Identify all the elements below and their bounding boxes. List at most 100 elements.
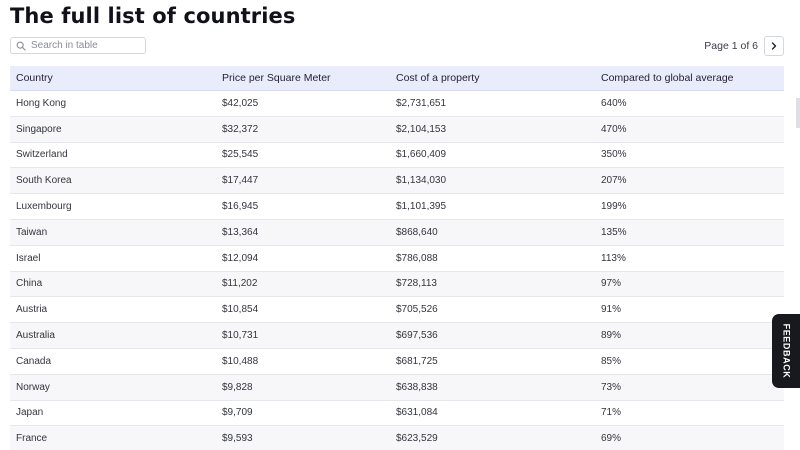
cell-country: Taiwan <box>10 227 222 238</box>
cell-price-text: $42,025 <box>222 97 259 109</box>
cell-compared: 113% <box>601 252 626 264</box>
column-header-cost[interactable]: Cost of a property <box>396 72 480 84</box>
table-row: France $9,593 $623,529 69% <box>10 426 784 450</box>
cell-country: Norway <box>16 381 50 393</box>
cell-cost: $681,725 <box>396 355 438 367</box>
cell-price: $16,945 <box>222 201 259 213</box>
cell-cost: $1,101,395 <box>396 201 447 213</box>
table-row: Austria $10,854 $705,526 91% <box>10 297 784 324</box>
cell-cost: $1,134,030 <box>396 175 447 187</box>
page-title: The full list of countries <box>10 4 296 28</box>
table-row: Switzerland $25,545 $1,660,409 350% <box>10 143 784 169</box>
cell-cost: $1,660,409 <box>396 149 447 161</box>
countries-table: Country Price per Square Meter Cost of a… <box>10 66 784 450</box>
table-row: Singapore $32,372 $2,104,153 470% <box>10 116 784 143</box>
cell-cost: $728,113 <box>396 278 437 290</box>
cell-cost: $697,536 <box>396 330 438 342</box>
cell-compared: 97% <box>601 278 622 290</box>
cell-compared: 73% <box>601 381 622 393</box>
page-indicator: Page 1 of 6 <box>704 40 758 52</box>
cell-country: Hong Kong <box>10 98 222 109</box>
cell-country-text: Taiwan <box>16 226 48 238</box>
cell-country: Australia <box>16 330 55 342</box>
cell-country: France <box>16 433 48 445</box>
cell-cost: $623,529 <box>396 433 438 445</box>
cell-country: South Korea <box>16 175 72 187</box>
cell-price-text: $13,364 <box>222 226 259 238</box>
cell-price: $10,488 <box>222 355 259 367</box>
cell-compared: 470% <box>601 123 627 135</box>
highlight-mark: $42,025 <box>219 98 261 109</box>
cell-price: $13,364 <box>222 227 396 238</box>
cell-compared: 91% <box>601 304 622 316</box>
cell-compared: 71% <box>601 407 622 419</box>
cell-country: Japan <box>16 407 44 419</box>
cell-compared-text: 640% <box>601 97 627 109</box>
table-row: Israel $12,094 $786,088 113% <box>10 246 784 272</box>
cell-price: $9,593 <box>222 433 253 445</box>
cell-compared: 89% <box>601 330 622 342</box>
cell-compared: 135% <box>601 227 784 238</box>
scrollbar[interactable] <box>796 98 800 128</box>
cell-compared-text: 135% <box>601 226 627 238</box>
highlight-mark: Taiwan <box>13 227 50 238</box>
table-row: South Korea $17,447 $1,134,030 207% <box>10 168 784 195</box>
cell-cost: $786,088 <box>396 252 438 264</box>
pagination: Page 1 of 6 <box>704 36 784 56</box>
chevron-right-icon <box>771 42 777 50</box>
table-row: Hong Kong $42,025 $2,731,651 640% <box>10 91 784 117</box>
table-row: Japan $9,709 $631,084 71% <box>10 401 784 427</box>
table-row: Norway $9,828 $638,838 73% <box>10 374 784 401</box>
highlight-mark: 135% <box>598 227 630 238</box>
cell-country: Switzerland <box>16 149 68 161</box>
cell-country-text: Hong Kong <box>16 97 67 109</box>
table-body: Hong Kong $42,025 $2,731,651 640% Singapore $… <box>10 91 784 450</box>
column-header-compared[interactable]: Compared to global average <box>601 72 734 84</box>
cell-price: $25,545 <box>222 149 259 161</box>
search-input[interactable] <box>31 40 141 51</box>
cell-cost: $868,640 <box>396 226 438 238</box>
cell-cost: $705,526 <box>396 304 438 316</box>
cell-cost: $631,084 <box>396 407 438 419</box>
cell-price: $10,731 <box>222 330 259 342</box>
cell-price: $42,025 <box>222 98 396 109</box>
cell-country: Israel <box>16 252 41 264</box>
cell-compared: 69% <box>601 433 622 445</box>
table-row: China $11,202 $728,113 97% <box>10 271 784 298</box>
feedback-label: FEEDBACK <box>781 323 791 379</box>
column-header-price[interactable]: Price per Square Meter <box>222 72 331 84</box>
cell-cost: $638,838 <box>396 381 438 393</box>
column-header-country[interactable]: Country <box>16 72 53 84</box>
feedback-button[interactable]: FEEDBACK <box>772 314 800 388</box>
table-row: Luxembourg $16,945 $1,101,395 199% <box>10 194 784 220</box>
cell-price: $12,094 <box>222 252 259 264</box>
cell-compared: 85% <box>601 355 622 367</box>
highlight-mark: 640% <box>598 98 630 109</box>
cell-country: Singapore <box>16 123 62 135</box>
cell-country: Austria <box>16 304 48 316</box>
cell-compared: 640% <box>601 98 784 109</box>
cell-compared: 199% <box>601 201 627 213</box>
cell-cost: $2,731,651 <box>396 97 447 109</box>
cell-price: $11,202 <box>222 278 258 290</box>
cell-price: $9,828 <box>222 381 253 393</box>
cell-country: Luxembourg <box>16 201 72 213</box>
table-row: Canada $10,488 $681,725 85% <box>10 349 784 375</box>
cell-country: Canada <box>16 355 52 367</box>
cell-compared: 350% <box>601 149 627 161</box>
next-page-button[interactable] <box>764 36 784 56</box>
highlight-mark: $13,364 <box>219 227 261 238</box>
cell-country: China <box>16 278 43 290</box>
search-icon <box>16 41 26 51</box>
table-header: Country Price per Square Meter Cost of a… <box>10 66 784 91</box>
cell-price: $32,372 <box>222 123 259 135</box>
highlight-mark: Hong Kong <box>13 98 69 109</box>
cell-price: $10,854 <box>222 304 259 316</box>
table-search[interactable] <box>10 37 146 54</box>
cell-price: $17,447 <box>222 175 259 187</box>
table-row: Australia $10,731 $697,536 89% <box>10 323 784 349</box>
cell-cost: $2,104,153 <box>396 123 447 135</box>
cell-price: $9,709 <box>222 407 253 419</box>
cell-compared: 207% <box>601 175 627 187</box>
table-row: Taiwan $13,364 $868,640 135% <box>10 219 784 246</box>
